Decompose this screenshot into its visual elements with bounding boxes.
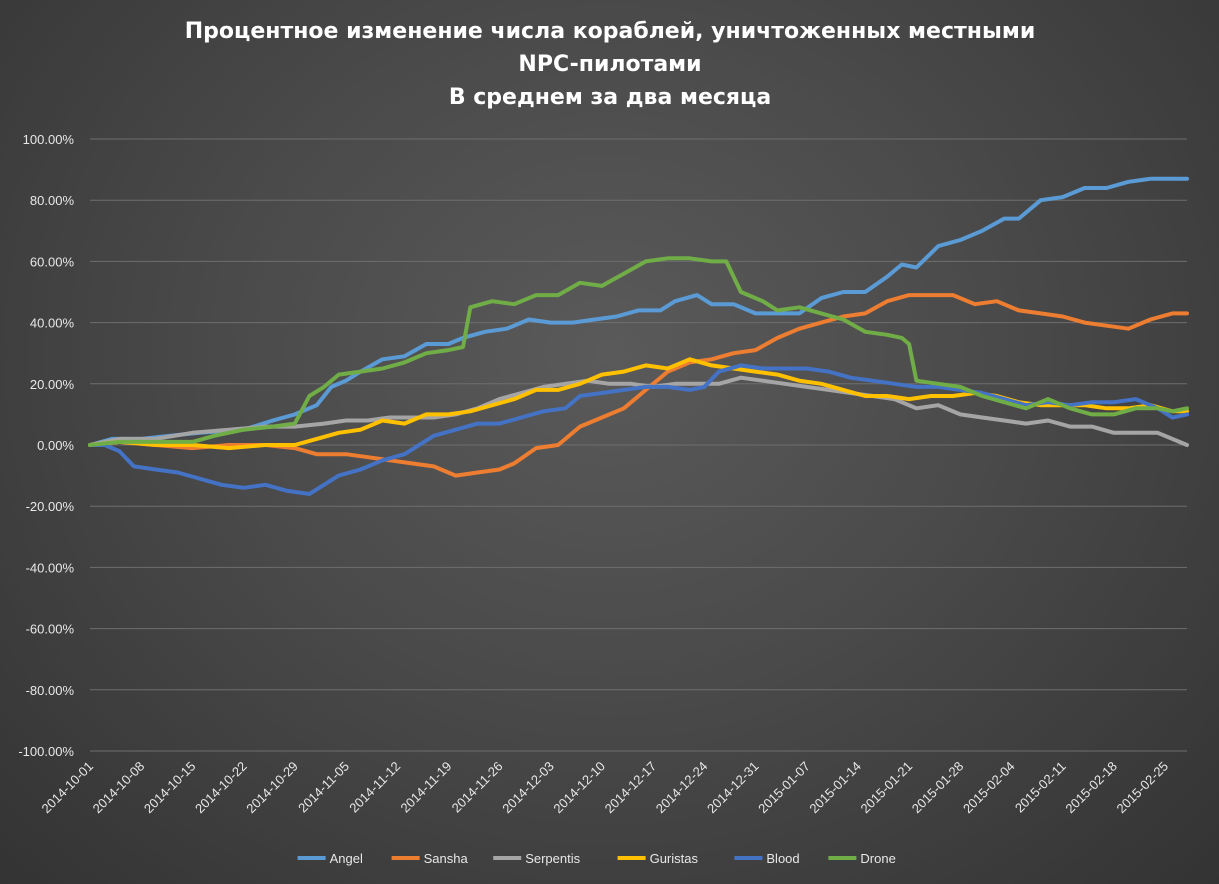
- x-tick-label: 2014-10-01: [38, 759, 96, 817]
- y-tick-label: -20.00%: [26, 499, 75, 514]
- x-tick-label: 2014-10-08: [90, 759, 148, 817]
- chart-title-line-2: NPC-пилотами: [518, 52, 701, 77]
- y-tick-label: -40.00%: [26, 560, 75, 575]
- x-tick-label: 2014-12-31: [704, 759, 762, 817]
- legend: Angel Sansha Serpentis Guristas Blood Drone: [297, 851, 896, 866]
- x-tick-label: 2015-02-11: [1012, 759, 1069, 816]
- x-tick-label: 2014-12-03: [499, 759, 557, 817]
- y-tick-label: 40.00%: [30, 316, 75, 331]
- series-lines: [88, 176, 1189, 496]
- legend-label-angel: Angel: [330, 851, 363, 866]
- x-tick-label: 2014-10-15: [141, 759, 199, 817]
- y-tick-label: 0.00%: [37, 438, 74, 453]
- y-tick-label: -80.00%: [26, 683, 75, 698]
- legend-label-serpentis: Serpentis: [525, 851, 580, 866]
- series-line-serpentis: [88, 375, 1189, 447]
- y-tick-label: 100.00%: [23, 132, 75, 147]
- y-tick-label: -60.00%: [26, 622, 75, 637]
- legend-label-blood: Blood: [766, 851, 799, 866]
- series-line-sansha: [88, 293, 1189, 478]
- chart-title-line-3: В среднем за два месяца: [449, 85, 771, 110]
- y-tick-label: -100.00%: [18, 744, 74, 759]
- x-tick-label: 2014-10-22: [192, 759, 250, 817]
- x-tick-label: 2015-01-14: [806, 759, 864, 817]
- series-line-blood: [88, 363, 1189, 496]
- x-tick-label: 2015-01-28: [909, 759, 967, 817]
- series-line-drone: [88, 256, 1189, 447]
- y-axis: 100.00% 80.00% 60.00% 40.00% 20.00% 0.00% -20.…: [18, 132, 74, 759]
- x-tick-label: 2014-12-17: [602, 759, 660, 817]
- x-tick-label: 2014-12-24: [653, 759, 711, 817]
- legend-label-guristas: Guristas: [650, 851, 699, 866]
- x-tick-label: 2014-11-12: [346, 759, 403, 816]
- chart-title: Процентное изменение числа кораблей, уни…: [185, 19, 1035, 110]
- x-axis: 2014-10-012014-10-082014-10-152014-10-22…: [38, 759, 1171, 817]
- series-line-angel: [88, 176, 1189, 447]
- legend-label-sansha: Sansha: [424, 851, 469, 866]
- legend-label-drone: Drone: [860, 851, 895, 866]
- x-tick-label: 2015-02-25: [1114, 759, 1172, 817]
- x-tick-label: 2014-12-10: [550, 759, 608, 817]
- x-tick-label: 2015-01-21: [858, 759, 916, 817]
- x-tick-label: 2014-11-19: [398, 759, 455, 816]
- y-tick-label: 20.00%: [30, 377, 75, 392]
- y-tick-label: 80.00%: [30, 193, 75, 208]
- y-tick-label: 60.00%: [30, 254, 75, 269]
- x-tick-label: 2014-11-26: [449, 759, 506, 816]
- x-tick-label: 2014-11-05: [295, 759, 352, 816]
- x-tick-label: 2015-02-04: [960, 759, 1018, 817]
- x-tick-label: 2014-10-29: [243, 759, 301, 817]
- chart-title-line-1: Процентное изменение числа кораблей, уни…: [185, 19, 1035, 44]
- x-tick-label: 2015-01-07: [755, 759, 813, 817]
- x-tick-label: 2015-02-18: [1062, 759, 1120, 817]
